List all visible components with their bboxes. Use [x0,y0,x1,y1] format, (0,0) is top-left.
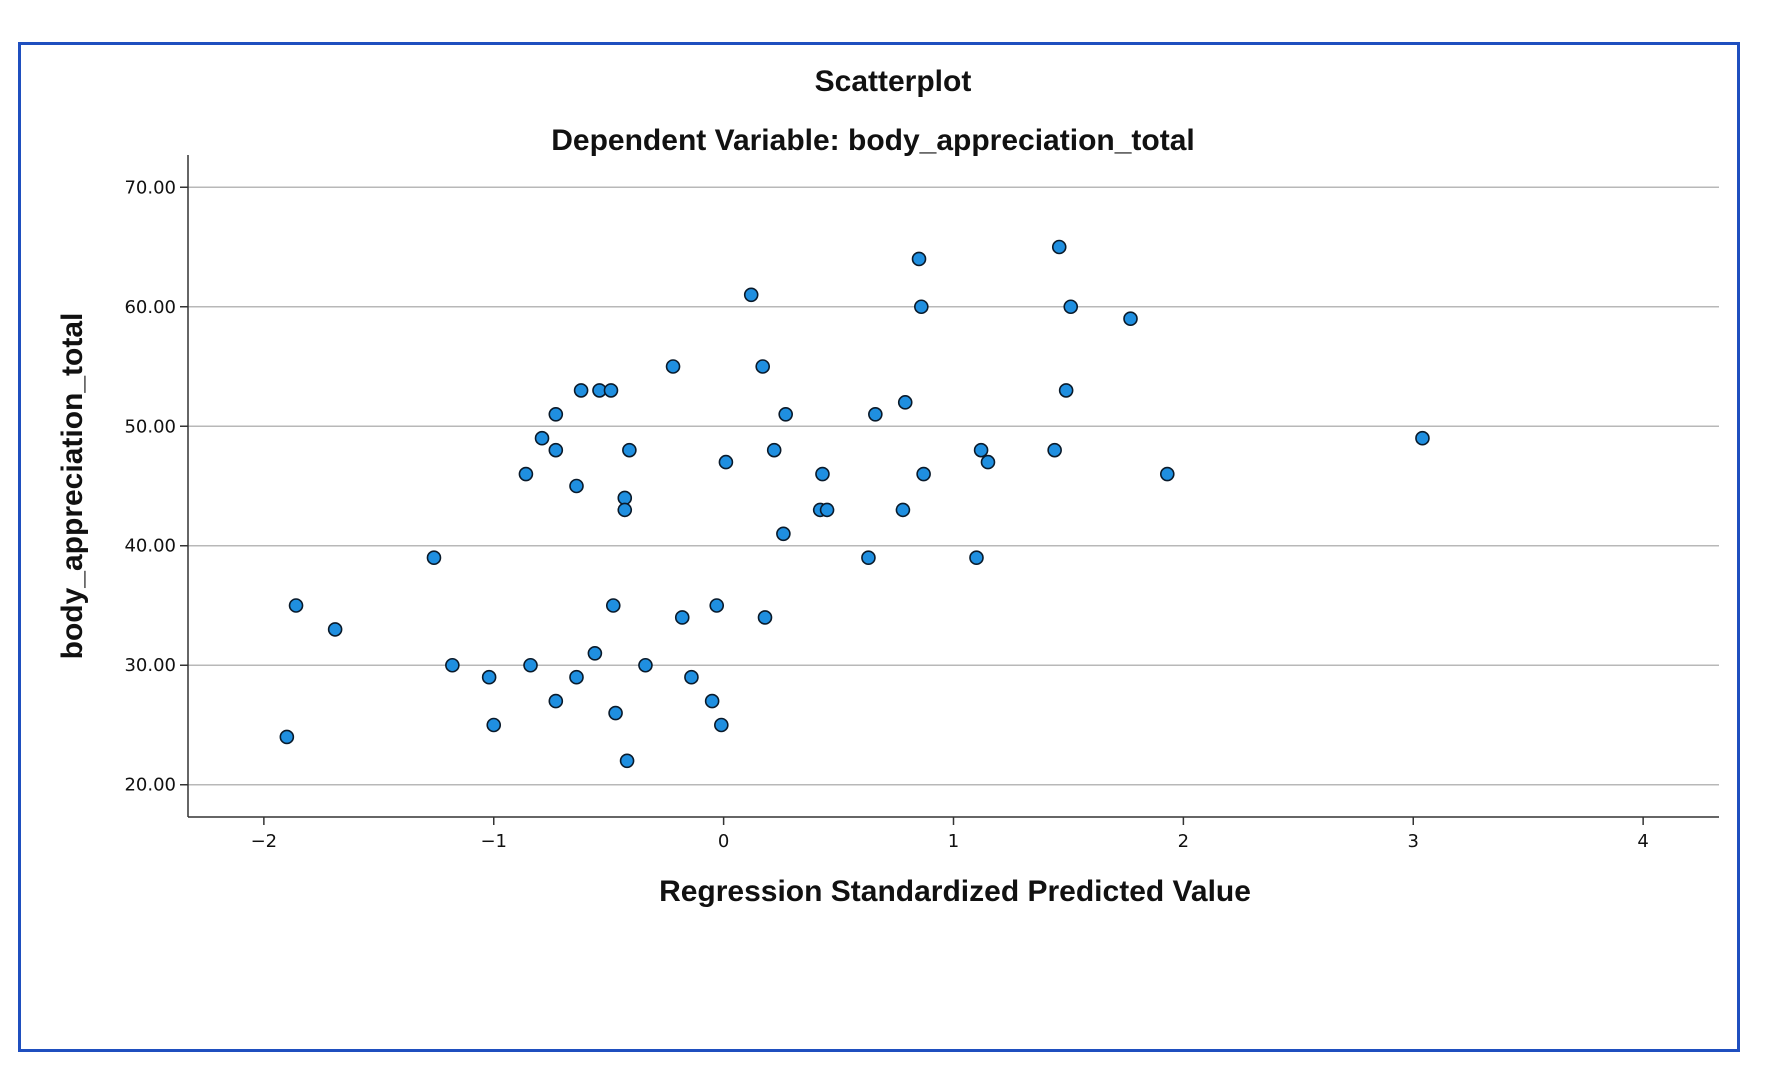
y-tick-label: 60.00 [124,297,176,318]
data-point [534,430,550,446]
data-point [569,478,584,494]
y-tick-label: 50.00 [124,416,176,437]
data-point [548,442,564,458]
data-point [327,622,343,637]
data-point [911,251,927,267]
data-point [1415,430,1430,446]
data-point [1047,442,1062,458]
data-point [1123,311,1138,327]
y-tick-label: 20.00 [124,775,176,796]
data-point [638,657,653,673]
x-tick-label: 0 [718,831,729,852]
data-point [1063,299,1079,315]
data-point [1051,239,1067,255]
x-tick-label: 4 [1637,831,1648,852]
data-point [569,669,584,685]
data-point [718,454,734,470]
y-axis-label: body_appreciation_total [56,313,89,660]
y-tick-label: 70.00 [124,177,176,198]
x-tick-label: −2 [251,831,278,852]
data-point [914,299,929,315]
data-point [897,395,913,410]
x-tick-label: 2 [1178,831,1189,852]
data-point [1058,383,1074,398]
data-point [1159,466,1175,482]
data-point [605,598,621,613]
data-point [617,502,633,518]
data-point [757,610,773,625]
data-point [486,717,502,733]
data-point [608,705,623,721]
chart-frame: Scatterplot Dependent Variable: body_app… [18,42,1740,1052]
data-point [674,610,690,625]
data-point [426,550,442,565]
y-tick-label: 40.00 [124,536,176,557]
data-point [622,442,637,458]
data-points [279,239,1430,769]
data-point [573,383,589,398]
data-point [916,466,931,482]
data-point [548,407,564,422]
chart-title: Scatterplot [815,65,972,98]
data-point [279,729,295,745]
data-point [766,442,782,458]
gridlines [188,186,1719,786]
y-tick-label: 30.00 [124,655,176,676]
data-point [815,466,830,482]
x-tick-label: −1 [480,831,507,852]
data-point [776,526,791,542]
x-axis-label: Regression Standardized Predicted Value [659,875,1251,908]
data-point [445,657,460,673]
data-point [523,657,538,673]
data-point [714,717,729,733]
data-point [895,502,911,518]
data-point [619,753,635,769]
data-point [587,645,603,661]
data-point [481,669,497,685]
data-point [665,359,681,374]
data-point [755,359,770,374]
data-point [819,502,835,518]
data-point [603,383,619,398]
data-point [709,598,725,613]
data-point [969,550,984,565]
x-tick-label: 1 [948,831,959,852]
data-point [861,550,876,565]
data-point [617,490,633,506]
data-point [778,407,793,422]
data-point [548,693,564,709]
scatterplot-chart: Scatterplot Dependent Variable: body_app… [56,65,1719,908]
data-point [288,598,304,613]
data-point [980,454,996,470]
data-point [973,442,989,458]
data-point [518,466,534,482]
data-point [743,287,759,303]
data-point [684,669,699,685]
chart-subtitle: Dependent Variable: body_appreciation_to… [551,124,1194,157]
data-point [868,407,883,422]
data-point [704,693,720,709]
axis-ticks: 20.00 30.00 40.00 50.00 60.00 70.00 −2 −1 0 1 2 3 4 [124,177,1648,852]
x-tick-label: 3 [1408,831,1419,852]
